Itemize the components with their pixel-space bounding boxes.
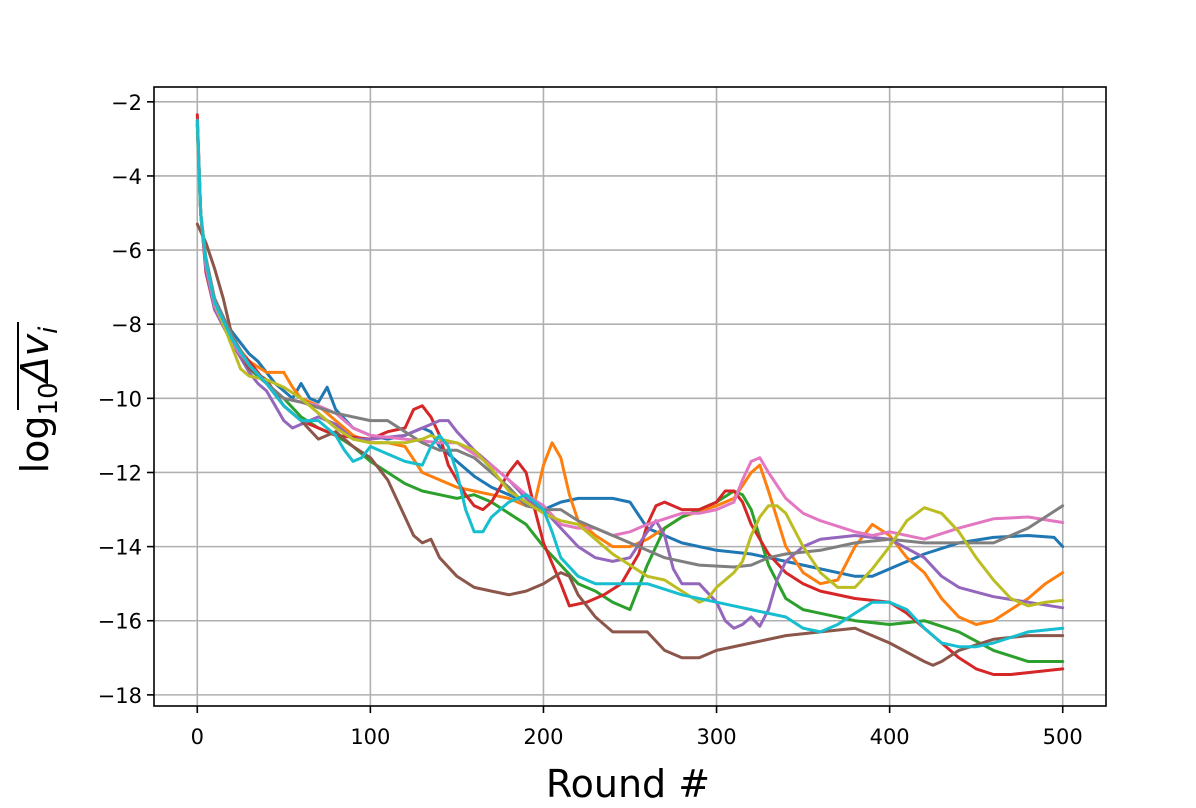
x-tick-label: 200 xyxy=(523,725,563,749)
y-tick-label: −10 xyxy=(98,387,142,411)
axis-ticks: 0 100 200 300 400 500 −2 −4 −6 −8 −10 −12 −14 −16 −18 xyxy=(98,91,1083,749)
x-tick-label: 400 xyxy=(870,725,910,749)
y-tick-label: −6 xyxy=(111,239,142,263)
series-line-3 xyxy=(195,122,1065,663)
series-line-8 xyxy=(195,130,1065,569)
y-axis-title-i: i xyxy=(34,326,64,334)
y-tick-label: −18 xyxy=(98,684,142,708)
y-axis-title-delta-v: Δv xyxy=(13,333,57,385)
y-tick-label: −12 xyxy=(98,461,142,485)
y-tick-label: −2 xyxy=(111,91,142,115)
series-line-2 xyxy=(195,118,1065,626)
series-line-6 xyxy=(195,222,1065,667)
svg-text:log10Δvi: log10Δvi xyxy=(13,326,64,474)
series-line-10 xyxy=(195,118,1065,649)
y-axis-title-sub: 10 xyxy=(34,382,64,415)
series-line-1 xyxy=(195,122,1065,578)
series-line-4 xyxy=(195,113,1065,676)
x-tick-label: 100 xyxy=(350,725,390,749)
series-line-9 xyxy=(195,122,1065,608)
x-axis-title: Round # xyxy=(546,762,710,806)
y-tick-label: −8 xyxy=(111,313,142,337)
x-tick-label: 300 xyxy=(696,725,736,749)
plot-frame xyxy=(153,86,1107,707)
series-group xyxy=(195,113,1065,676)
y-tick-label: −16 xyxy=(98,610,142,634)
series-line-7 xyxy=(195,118,1065,541)
series-line-5 xyxy=(195,122,1065,630)
x-tick-label: 0 xyxy=(191,725,204,749)
x-tick-label: 500 xyxy=(1043,725,1083,749)
y-tick-label: −14 xyxy=(98,536,142,560)
y-axis-title-log: log xyxy=(13,415,57,473)
y-axis-title: log10Δvi xyxy=(13,322,64,473)
y-tick-label: −4 xyxy=(111,165,142,189)
